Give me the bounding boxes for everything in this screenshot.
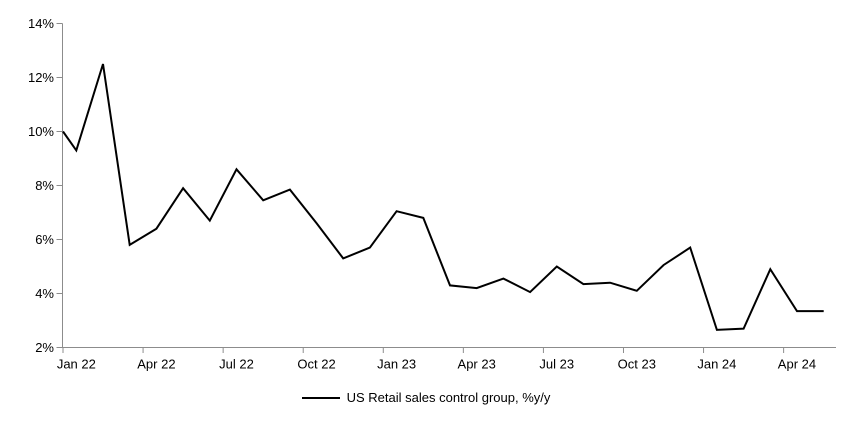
x-tick-label: Apr 23 bbox=[458, 357, 496, 372]
line-chart-canvas: 2% 4% 6% 8% 10% 12% 14% Jan 22 Apr 22 Jul 22 Oct 2… bbox=[28, 16, 836, 372]
y-tick-label: 4% bbox=[35, 286, 54, 301]
y-tick-label: 14% bbox=[28, 16, 54, 31]
y-tick-label: 12% bbox=[28, 70, 54, 85]
x-tick-label: Oct 22 bbox=[297, 357, 335, 372]
x-tick-label: Jan 22 bbox=[57, 357, 96, 372]
x-tick-label: Jan 24 bbox=[697, 357, 736, 372]
x-tick-label: Jul 22 bbox=[219, 357, 254, 372]
y-tick-label: 2% bbox=[35, 340, 54, 355]
legend-line-sample-icon bbox=[301, 396, 340, 399]
x-tick-label: Oct 23 bbox=[618, 357, 656, 372]
series-line bbox=[62, 63, 824, 331]
y-tick-label: 8% bbox=[35, 178, 54, 193]
y-tick-label: 10% bbox=[28, 124, 54, 139]
x-tick-label: Jan 23 bbox=[377, 357, 416, 372]
legend: US Retail sales control group, %y/y bbox=[0, 390, 852, 405]
x-tick-label: Jul 23 bbox=[539, 357, 574, 372]
legend-label: US Retail sales control group, %y/y bbox=[346, 390, 551, 405]
x-tick-label: Apr 24 bbox=[778, 357, 816, 372]
y-tick-label: 6% bbox=[35, 232, 54, 247]
x-tick-label: Apr 22 bbox=[137, 357, 175, 372]
